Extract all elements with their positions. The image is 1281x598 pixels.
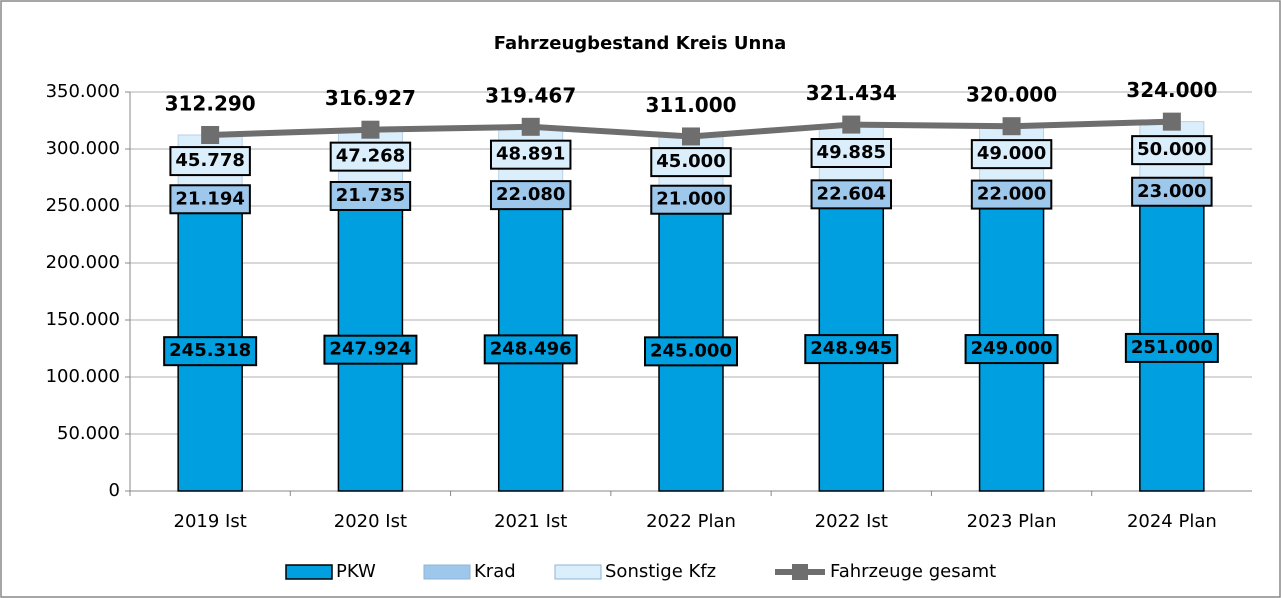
line-marker <box>521 117 540 136</box>
y-tick-label: 350.000 <box>46 81 120 102</box>
y-tick-label: 250.000 <box>46 195 120 216</box>
y-tick-label: 50.000 <box>57 423 120 444</box>
data-label: 312.290 <box>165 91 256 115</box>
x-tick-label: 2019 Ist <box>174 511 247 532</box>
legend-swatch <box>554 564 602 580</box>
data-label: 23.000 <box>1137 181 1206 202</box>
data-label: 49.000 <box>977 143 1046 164</box>
data-label: 21.000 <box>656 189 725 210</box>
legend-label: Sonstige Kfz <box>605 561 716 582</box>
data-label-box <box>650 147 732 178</box>
data-label: 47.268 <box>336 146 405 167</box>
data-label-box <box>489 139 572 170</box>
legend-swatch <box>285 564 333 580</box>
data-label: 245.000 <box>650 340 732 361</box>
data-label-box <box>489 180 572 211</box>
data-label: 245.318 <box>169 340 251 361</box>
data-label-box <box>964 334 1059 365</box>
data-label-box <box>810 137 893 168</box>
data-label-box <box>329 180 412 211</box>
data-label-box <box>169 184 251 215</box>
y-tick-label: 200.000 <box>46 252 120 273</box>
data-label: 321.434 <box>806 81 897 105</box>
line-marker <box>1002 117 1021 136</box>
line-marker <box>201 125 220 144</box>
data-label: 21.194 <box>175 188 244 209</box>
data-label: 248.496 <box>490 338 572 359</box>
x-tick-label: 2024 Plan <box>1127 511 1217 532</box>
y-tick-label: 150.000 <box>46 309 120 330</box>
data-label: 248.945 <box>810 338 892 359</box>
y-tick-label: 300.000 <box>46 138 120 159</box>
data-label: 316.927 <box>325 86 416 110</box>
data-label: 319.467 <box>485 83 576 107</box>
data-label: 21.735 <box>336 185 405 206</box>
data-label: 22.000 <box>977 184 1046 205</box>
data-label-box <box>970 139 1053 170</box>
data-label-box <box>650 184 732 215</box>
data-label-box <box>810 179 893 210</box>
data-label-box <box>169 146 251 177</box>
data-label: 22.604 <box>817 183 886 204</box>
data-label-box <box>1131 176 1213 207</box>
data-label-box <box>323 334 418 365</box>
y-tick-label: 100.000 <box>46 366 120 387</box>
data-label: 320.000 <box>966 83 1057 107</box>
line-marker <box>682 127 700 146</box>
legend-swatch <box>423 564 471 580</box>
x-tick-label: 2022 Ist <box>815 511 888 532</box>
data-label-box <box>163 336 258 367</box>
data-label: 48.891 <box>496 144 565 165</box>
legend-swatch <box>792 564 808 580</box>
data-label-box <box>644 336 738 367</box>
data-label: 249.000 <box>971 338 1053 359</box>
data-label-box <box>483 334 578 365</box>
data-label-box <box>329 141 412 172</box>
data-label-box <box>804 334 899 365</box>
data-label: 247.924 <box>329 339 411 360</box>
data-label: 50.000 <box>1137 139 1206 160</box>
y-tick-label: 0 <box>109 480 120 501</box>
x-tick-label: 2020 Ist <box>334 511 407 532</box>
data-label: 311.000 <box>645 93 736 117</box>
line-marker <box>1162 112 1181 131</box>
data-label-box <box>1131 135 1213 166</box>
data-label: 324.000 <box>1126 78 1217 102</box>
data-label: 45.000 <box>656 151 725 172</box>
line-marker <box>361 120 380 139</box>
x-tick-label: 2022 Plan <box>646 511 736 532</box>
legend-label: Krad <box>474 561 516 582</box>
data-label: 45.778 <box>175 150 244 171</box>
x-tick-label: 2023 Plan <box>967 511 1057 532</box>
data-label-box <box>970 179 1053 210</box>
data-label: 251.000 <box>1131 337 1213 358</box>
data-label-box <box>1124 332 1219 363</box>
data-label: 22.080 <box>496 184 565 205</box>
line-marker <box>842 115 861 134</box>
legend-label: Fahrzeuge gesamt <box>830 561 996 582</box>
x-tick-label: 2021 Ist <box>494 511 567 532</box>
data-label: 49.885 <box>817 142 886 163</box>
chart-title: Fahrzeugbestand Kreis Unna <box>494 33 787 54</box>
legend-label: PKW <box>336 561 376 582</box>
